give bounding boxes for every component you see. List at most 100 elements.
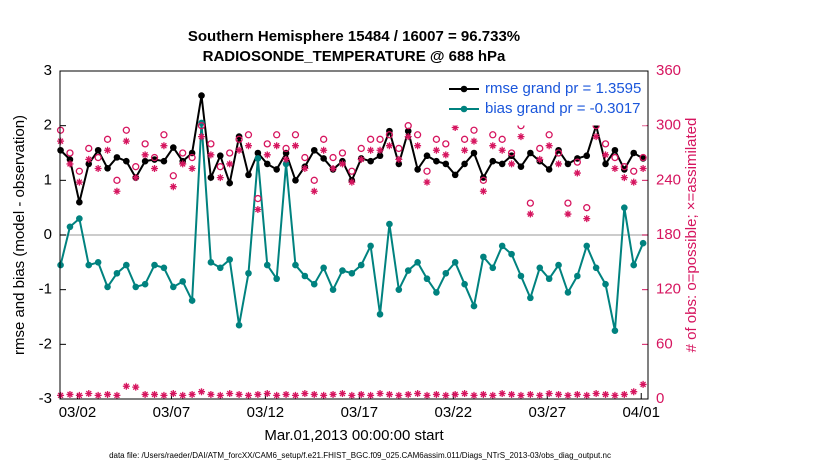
assimilated-marker [367,391,375,399]
point [489,264,497,272]
assimilated-marker [198,388,206,396]
assimilated-marker [310,187,318,195]
assimilated-marker [310,390,318,398]
possible-marker [639,153,647,162]
assimilated-marker [235,146,243,154]
assimilated-marker [57,137,65,145]
assimilated-marker [432,146,440,154]
assimilated-marker [282,390,290,398]
assimilated-marker [357,155,365,163]
point [527,294,534,302]
assimilated-marker [151,390,159,398]
point [320,155,327,162]
point [226,179,233,187]
assimilated-marker [216,174,224,182]
point [282,160,290,168]
point [639,239,647,247]
point [245,269,252,277]
assimilated-marker [385,390,393,398]
assimilated-marker [216,391,224,399]
point [630,149,638,157]
point [461,280,468,288]
point [489,157,497,165]
possible-marker [282,144,290,153]
point [85,160,93,168]
assimilated-marker [461,390,469,398]
point [611,327,619,334]
assimilated-marker [367,146,375,154]
y-tick-label: -2 [39,335,52,352]
point [263,261,271,269]
point [188,297,196,304]
point [123,261,130,269]
point [226,256,233,263]
assimilated-marker [263,390,271,398]
y-axis-label: rmse and bias (model - observation) [11,115,28,355]
point [461,160,468,168]
possible-marker [507,149,516,157]
assimilated-marker [320,391,328,399]
possible-marker [545,131,553,139]
point [395,160,403,168]
point [76,215,83,222]
assimilated-marker [188,390,196,398]
point [245,171,252,179]
possible-marker [197,122,206,130]
assimilated-marker [141,390,149,398]
assimilated-marker [498,146,506,154]
possible-marker [385,131,394,139]
x-tick-label: 03/22 [435,404,473,421]
point [621,204,628,211]
point [160,264,168,272]
assimilated-marker [442,151,450,159]
assimilated-marker [122,382,130,390]
assimilated-marker [573,169,581,177]
point [630,261,638,269]
assimilated-marker [85,390,93,398]
y2-tick-label: 120 [656,281,681,298]
possible-marker [526,199,535,207]
possible-marker [357,144,365,153]
possible-marker [310,176,318,184]
assimilated-marker [348,178,356,186]
point [480,253,487,261]
assimilated-marker [357,390,365,398]
point [151,156,158,163]
assimilated-marker [94,391,102,399]
chart-title: Southern Hemisphere 15484 / 16007 = 96.7… [188,28,520,45]
point [216,264,224,272]
point [66,156,74,163]
assimilated-marker [226,390,234,398]
assimilated-marker [376,390,384,398]
point [123,157,130,165]
assimilated-marker [508,390,516,398]
possible-marker [122,126,130,134]
possible-marker [207,140,215,148]
point [451,171,459,179]
point [357,261,365,269]
possible-marker [470,126,478,134]
possible-marker [620,163,628,171]
assimilated-marker [338,390,346,398]
point [433,289,440,296]
point [592,264,600,272]
point [442,269,450,277]
point [367,242,374,250]
possible-marker [432,135,441,143]
plot-frame [59,70,649,400]
possible-marker [188,153,196,162]
point [132,283,140,291]
assimilated-marker [611,391,619,399]
possible-marker [216,163,224,171]
y2-tick-label: 180 [656,226,681,243]
assimilated-marker [348,391,356,399]
assimilated-marker [244,142,252,150]
assimilated-marker [470,391,478,399]
possible-marker [150,153,159,162]
assimilated-marker [244,391,252,399]
assimilated-marker [536,391,544,399]
possible-marker [338,149,347,157]
point [536,264,544,272]
assimilated-marker [122,137,130,145]
x-tick-label: 03/27 [529,404,567,421]
